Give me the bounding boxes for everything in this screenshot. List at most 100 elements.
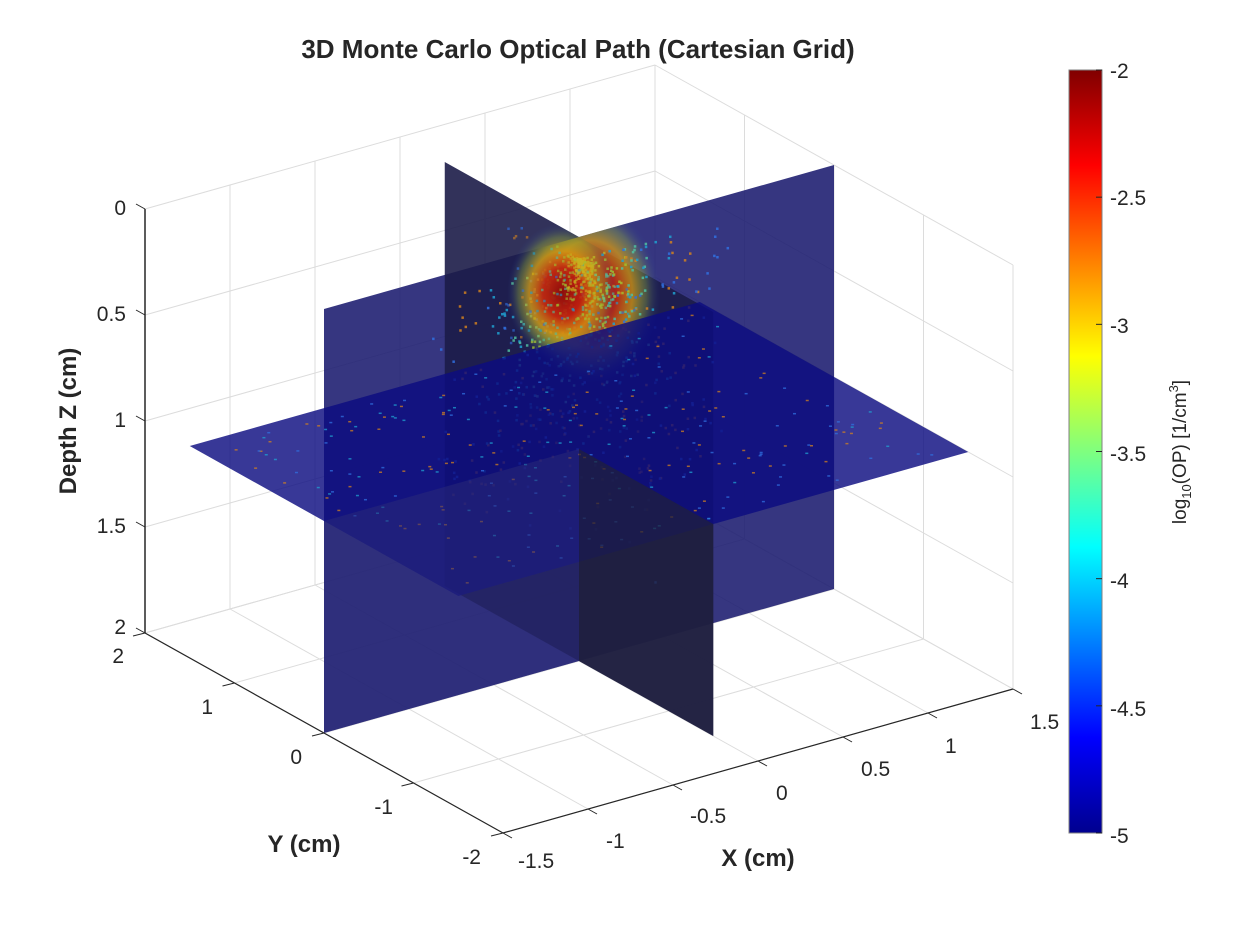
photon-voxel [348, 485, 352, 488]
photon-voxel [635, 409, 639, 412]
photon-voxel [834, 432, 838, 435]
photon-voxel [584, 317, 587, 321]
photon-voxel [324, 428, 328, 431]
photon-voxel [605, 282, 608, 285]
colorbar-tick-label: -5 [1110, 825, 1129, 848]
photon-voxel [596, 295, 599, 299]
photon-voxel [575, 259, 579, 262]
photon-voxel [825, 405, 829, 407]
photon-voxel [543, 407, 547, 409]
photon-voxel [547, 303, 550, 307]
photon-voxel [581, 265, 584, 269]
photon-voxel [588, 310, 591, 313]
photon-voxel [792, 412, 796, 415]
photon-voxel [681, 408, 685, 410]
photon-voxel [586, 294, 590, 298]
photon-voxel [463, 291, 467, 294]
photon-voxel [328, 493, 332, 495]
photon-voxel [886, 445, 890, 448]
photon-voxel [377, 428, 381, 430]
photon-voxel [593, 297, 596, 300]
photon-voxel [667, 252, 671, 255]
photon-voxel [585, 391, 589, 393]
photon-voxel [544, 322, 547, 325]
photon-voxel [393, 404, 397, 406]
photon-voxel [607, 443, 611, 446]
photon-voxel [682, 476, 686, 478]
photon-voxel [713, 254, 716, 258]
photon-voxel [651, 308, 655, 311]
grid-line [144, 64, 656, 210]
photon-voxel [616, 285, 619, 288]
photon-voxel [576, 260, 579, 264]
photon-voxel [348, 458, 352, 460]
x-tick-label: 1.5 [1030, 711, 1059, 734]
photon-voxel [572, 321, 576, 325]
colorbar-ticks [1096, 69, 1102, 834]
photon-voxel [768, 465, 772, 467]
photon-voxel [567, 264, 570, 268]
photon-voxel [573, 258, 577, 262]
photon-voxel [624, 318, 628, 321]
photon-voxel [545, 306, 548, 310]
photon-voxel [592, 313, 595, 316]
photon-voxel [577, 317, 580, 321]
photon-voxel [699, 425, 703, 427]
photon-voxel [421, 436, 425, 438]
photon-voxel [589, 284, 592, 287]
photon-voxel [834, 429, 838, 431]
photon-voxel [641, 276, 645, 280]
photon-voxel [340, 415, 344, 418]
photon-voxel [563, 317, 566, 321]
photon-voxel [586, 304, 590, 307]
photon-voxel [567, 275, 571, 278]
photon-voxel [580, 264, 583, 267]
photon-voxel [661, 283, 664, 286]
photon-voxel [573, 266, 576, 270]
photon-voxel [627, 358, 631, 361]
photon-voxel [428, 465, 432, 468]
photon-voxel [461, 316, 464, 319]
z-tick-label: 1.5 [97, 515, 126, 538]
photon-voxel [556, 304, 559, 307]
photon-voxel [573, 260, 577, 263]
photon-voxel [747, 457, 751, 459]
photon-voxel [603, 321, 606, 324]
photon-voxel [492, 296, 496, 299]
photon-voxel [686, 465, 690, 468]
photon-voxel [552, 310, 555, 314]
photon-voxel [329, 435, 333, 437]
photon-voxel [514, 234, 518, 238]
photon-voxel [507, 304, 510, 307]
photon-voxel [588, 312, 591, 316]
photon-voxel [564, 268, 567, 271]
colorbar-tick-label: -4.5 [1110, 698, 1146, 721]
photon-voxel [625, 455, 629, 458]
photon-voxel [543, 310, 547, 313]
photon-voxel [631, 250, 635, 254]
photon-voxel [600, 316, 603, 320]
photon-voxel [541, 288, 544, 292]
photon-voxel [842, 431, 846, 433]
photon-voxel [545, 391, 549, 393]
photon-voxel [546, 441, 550, 444]
photon-voxel [452, 406, 456, 409]
photon-voxel [581, 308, 585, 311]
photon-voxel [571, 288, 574, 292]
photon-voxel [630, 257, 633, 260]
photon-voxel [574, 265, 578, 269]
photon-voxel [611, 292, 615, 295]
photon-voxel [630, 309, 634, 313]
photon-voxel [466, 418, 470, 421]
z-tick [135, 415, 146, 422]
photon-voxel [744, 392, 748, 395]
photon-voxel [503, 314, 507, 317]
photon-voxel [378, 412, 382, 415]
photon-voxel [567, 261, 570, 264]
photon-voxel [868, 411, 872, 413]
y-tick-label: -1 [374, 796, 393, 819]
photon-voxel [639, 248, 643, 252]
photon-voxel [403, 399, 407, 402]
photon-voxel [357, 476, 361, 478]
photon-voxel [559, 273, 563, 276]
